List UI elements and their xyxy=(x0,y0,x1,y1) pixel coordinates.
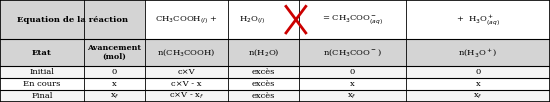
Text: = CH$_3$COO$^-_{(aq)}$: = CH$_3$COO$^-_{(aq)}$ xyxy=(322,13,383,26)
Text: 0: 0 xyxy=(475,68,481,76)
Text: En cours: En cours xyxy=(24,80,60,88)
Text: x$_f$: x$_f$ xyxy=(109,91,119,101)
Text: excès: excès xyxy=(252,92,275,100)
Text: Initial: Initial xyxy=(30,68,54,76)
Bar xyxy=(406,39,550,66)
Text: x: x xyxy=(476,80,480,88)
Bar xyxy=(299,0,406,39)
Text: x$_f$: x$_f$ xyxy=(473,91,483,101)
Bar xyxy=(228,39,299,66)
Text: x$_f$: x$_f$ xyxy=(348,91,357,101)
Bar xyxy=(145,39,228,66)
Text: n(H$_2$O): n(H$_2$O) xyxy=(248,47,279,58)
Bar xyxy=(0,39,84,66)
Text: 0: 0 xyxy=(112,68,117,76)
Text: H$_2$O$_{(l)}$: H$_2$O$_{(l)}$ xyxy=(239,14,266,26)
Text: Etat: Etat xyxy=(32,49,52,57)
Text: c×V - x: c×V - x xyxy=(171,80,202,88)
Text: Avancement
(mol): Avancement (mol) xyxy=(87,44,141,61)
Bar xyxy=(228,0,299,39)
Bar xyxy=(84,39,145,66)
Text: Final: Final xyxy=(31,92,53,100)
Text: CH$_3$COOH$_{(l)}$ +: CH$_3$COOH$_{(l)}$ + xyxy=(155,14,218,26)
Bar xyxy=(145,0,228,39)
Bar xyxy=(0,78,550,90)
Text: n(H$_3$O$^+$): n(H$_3$O$^+$) xyxy=(458,46,498,59)
Text: c×V - x$_f$: c×V - x$_f$ xyxy=(169,91,204,101)
Bar xyxy=(406,0,550,39)
Bar xyxy=(0,0,145,39)
Bar xyxy=(0,66,550,78)
Text: x: x xyxy=(350,80,355,88)
Text: n(CH$_3$COOH): n(CH$_3$COOH) xyxy=(157,47,216,58)
Text: x: x xyxy=(112,80,117,88)
Text: excès: excès xyxy=(252,80,275,88)
Text: 0: 0 xyxy=(350,68,355,76)
Text: n(CH$_3$COO$^-$): n(CH$_3$COO$^-$) xyxy=(323,47,382,58)
Text: excès: excès xyxy=(252,68,275,76)
Bar xyxy=(299,39,406,66)
Text: +  H$_3$O$^+_{(aq)}$: + H$_3$O$^+_{(aq)}$ xyxy=(456,12,500,27)
Text: c×V: c×V xyxy=(178,68,195,76)
Text: Equation de la réaction: Equation de la réaction xyxy=(16,16,128,24)
Bar xyxy=(0,90,550,102)
